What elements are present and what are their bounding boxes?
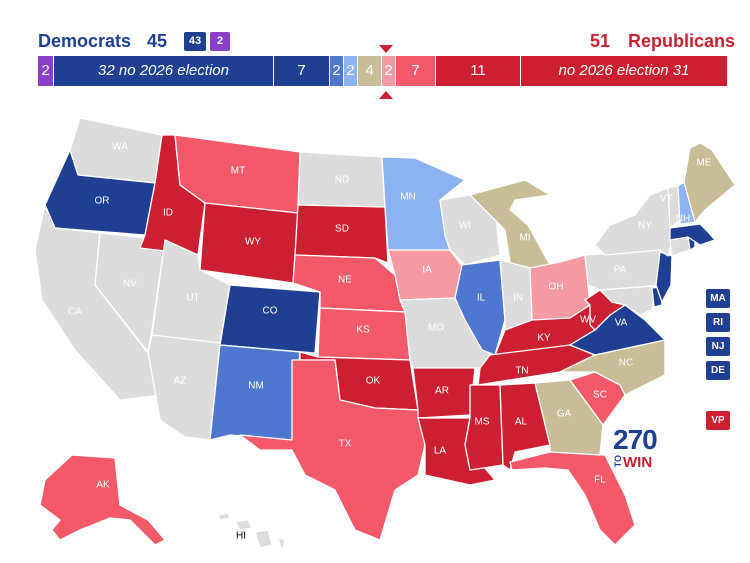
state-ar[interactable] [412, 367, 476, 419]
state-label-ne: NE [338, 275, 352, 286]
state-label-nc: NC [619, 358, 633, 369]
logo-win: WIN [623, 454, 653, 471]
state-label-ga: GA [557, 409, 572, 420]
state-nm[interactable] [209, 344, 301, 441]
balance-segment: 4 [358, 56, 381, 86]
state-label-co: CO [263, 306, 278, 317]
democrats-total: 45 [147, 31, 168, 51]
state-label-me: ME [697, 158, 712, 169]
state-label-ks: KS [356, 325, 370, 336]
state-label-va: VA [615, 318, 628, 329]
state-label-sd: SD [335, 224, 349, 235]
state-label-oh: OH [549, 282, 564, 293]
state-az[interactable] [147, 334, 221, 441]
state-label-sc: SC [593, 390, 607, 401]
balance-segment: 2 [344, 56, 357, 86]
state-label-ia: IA [422, 265, 432, 276]
state-ak[interactable] [39, 454, 166, 546]
state-sd[interactable] [294, 204, 389, 264]
state-label-nv: NV [123, 279, 137, 290]
balance-segment: 7 [274, 56, 329, 86]
state-label-nm: NM [248, 381, 264, 392]
independent-badge: 2 [210, 32, 230, 51]
state-label-ar: AR [435, 386, 449, 397]
balance-segment: 2 [330, 56, 343, 86]
state-label-nd: ND [335, 175, 349, 186]
270towin-logo: 270 TO WIN [613, 424, 658, 472]
balance-segment: 11 [436, 56, 520, 86]
state-label-mn: MN [400, 192, 416, 203]
state-me[interactable] [683, 142, 736, 223]
state-label-nh: NH [676, 214, 690, 225]
republicans-label: Republicans [628, 31, 736, 51]
state-label-az: AZ [174, 376, 187, 387]
democrats-label: Democrats [38, 31, 132, 51]
balance-segment: no 2026 election 31 [521, 56, 727, 86]
senate-balance-bar: 2 32 no 2026 election 7 2 2 4 2 7 11 no 2026 elec… [38, 56, 732, 86]
state-label-ok: OK [366, 376, 381, 387]
state-label-id: ID [163, 208, 173, 219]
state-label-ut: UT [186, 293, 199, 304]
state-label-ny: NY [638, 221, 652, 232]
state-label-tx: TX [339, 439, 352, 450]
balance-segment: 2 [382, 56, 395, 86]
small-state-nj[interactable]: NJ [706, 337, 730, 356]
state-label-wy: WY [245, 237, 261, 248]
state-label-wi: WI [459, 221, 471, 232]
republicans-total: 51 [590, 31, 611, 51]
small-state-ri[interactable]: RI [706, 313, 730, 332]
state-label-ms: MS [475, 417, 490, 428]
state-ma[interactable] [669, 223, 716, 246]
small-state-ma[interactable]: MA [706, 289, 730, 308]
state-label-mo: MO [428, 323, 444, 334]
state-label-la: LA [434, 446, 447, 457]
state-label-wv: WV [580, 315, 596, 326]
state-label-il: IL [477, 293, 486, 304]
state-label-pa: PA [614, 265, 627, 276]
balance-segment: 32 no 2026 election [54, 56, 273, 86]
state-label-vt: VT [660, 194, 673, 205]
state-md[interactable] [599, 285, 656, 316]
small-state-de[interactable]: DE [706, 361, 730, 380]
state-label-fl: FL [594, 475, 606, 486]
state-tx[interactable] [239, 359, 426, 541]
state-co[interactable] [219, 284, 321, 354]
balance-segment: 2 [38, 56, 53, 86]
state-hi[interactable] [217, 512, 286, 553]
state-label-in: IN [513, 293, 523, 304]
dem-held-badge: 43 [184, 32, 206, 51]
state-label-mt: MT [231, 166, 245, 177]
state-mi[interactable] [469, 179, 551, 276]
majority-marker-bottom-icon [379, 91, 393, 99]
state-label-ca: CA [68, 307, 82, 318]
state-fl[interactable] [509, 451, 636, 546]
state-label-tn: TN [515, 366, 528, 377]
state-label-mi: MI [519, 233, 530, 244]
state-label-al: AL [515, 417, 528, 428]
state-label-hi: HI [236, 531, 246, 542]
state-label-ak: AK [96, 480, 110, 491]
vice-president-box[interactable]: VP [706, 411, 730, 430]
state-label-wa: WA [112, 142, 128, 153]
balance-segment: 7 [396, 56, 435, 86]
logo-number: 270 [613, 424, 658, 455]
state-label-or: OR [95, 196, 110, 207]
state-label-ky: KY [537, 333, 551, 344]
state-nj[interactable] [655, 251, 673, 303]
logo-to: TO [613, 455, 623, 468]
majority-marker-top-icon [379, 45, 393, 53]
